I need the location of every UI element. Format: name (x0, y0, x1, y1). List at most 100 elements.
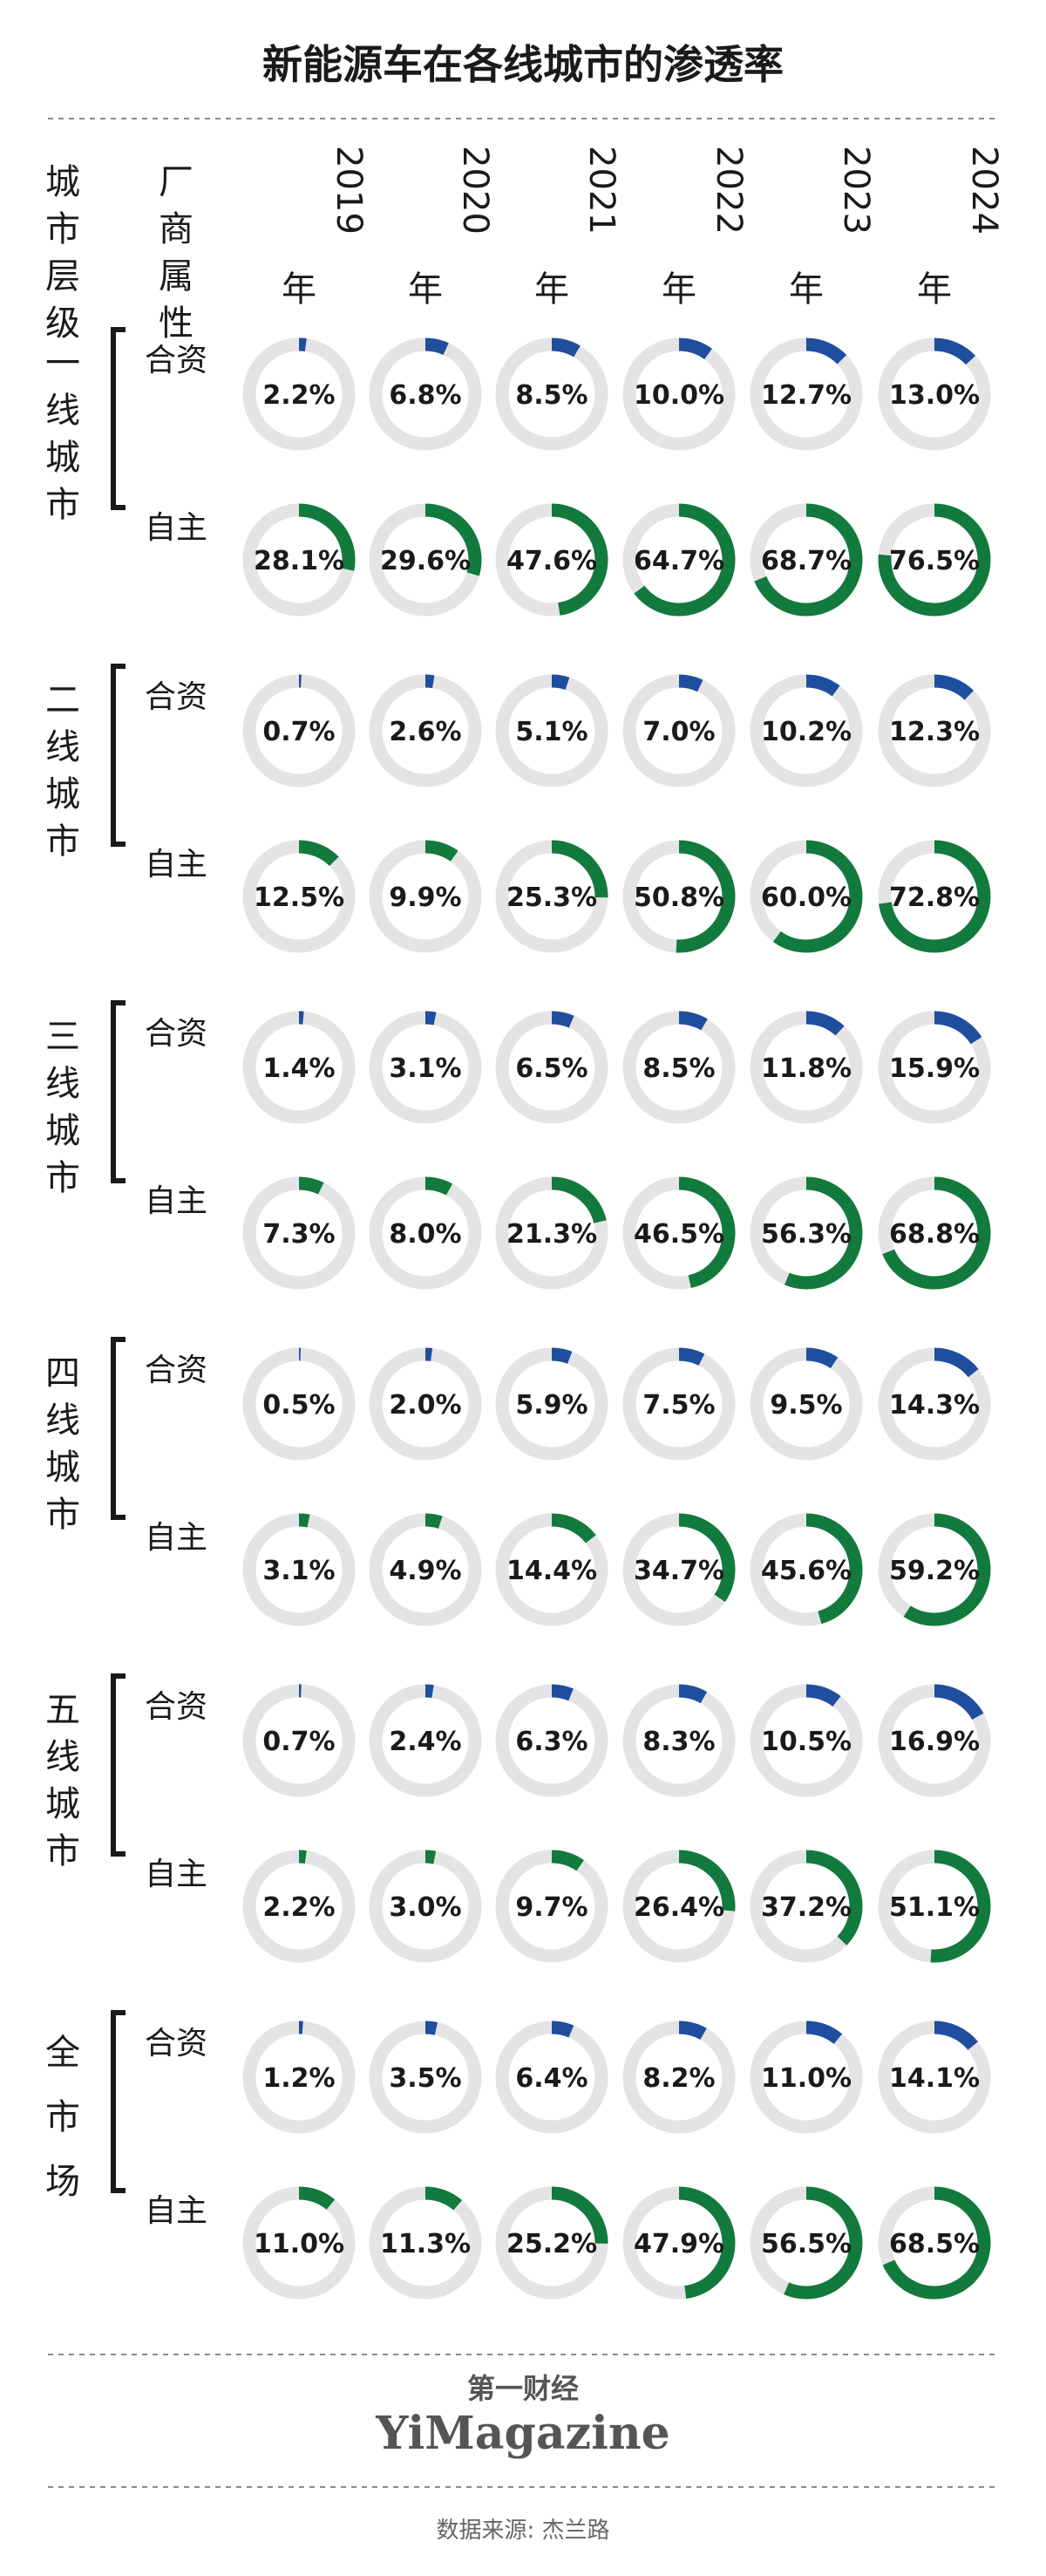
donut-arc (878, 337, 991, 451)
year-header-suffix: 年 (917, 269, 952, 310)
data-label: 14.1% (889, 2063, 980, 2094)
data-label: 10.2% (761, 717, 852, 747)
data-label: 25.2% (506, 2229, 597, 2259)
data-label: 9.5% (770, 1390, 842, 1421)
data-label: 15.9% (889, 1053, 980, 1084)
year-header-suffix: 年 (534, 269, 569, 310)
donut-arc (369, 1513, 482, 1626)
data-label: 50.8% (634, 883, 724, 913)
svg-text:市: 市 (45, 1495, 80, 1535)
data-label: 7.5% (642, 1390, 715, 1421)
donut-arc (369, 337, 482, 451)
svg-text:四: 四 (45, 1353, 80, 1394)
maker-label: 自主 (145, 847, 207, 883)
donut-arc (242, 2186, 356, 2300)
data-label: 51.1% (889, 1892, 980, 1923)
donut-arc (242, 1850, 356, 1963)
maker-label: 合资 (145, 1353, 207, 1388)
donut-arc (495, 674, 608, 787)
donut-arc (878, 1850, 991, 1963)
year-header-suffix: 年 (282, 269, 316, 310)
year-header-2019: 2019 年 (282, 146, 369, 310)
data-label: 8.2% (642, 2063, 715, 2094)
donut-arc (878, 1176, 991, 1290)
data-label: 8.3% (642, 1727, 715, 1757)
data-label: 4.9% (389, 1556, 461, 1586)
data-label: 29.6% (380, 546, 471, 576)
donut-arc (878, 2186, 991, 2300)
data-label: 2.0% (389, 1390, 461, 1421)
data-label: 7.0% (642, 717, 715, 747)
data-label: 64.7% (634, 546, 724, 576)
data-label: 45.6% (761, 1556, 852, 1586)
data-label: 56.5% (761, 2229, 852, 2259)
donut-arc (750, 337, 863, 451)
data-label: 11.3% (380, 2229, 471, 2259)
donut-arc (242, 1011, 356, 1124)
data-label: 12.5% (254, 883, 344, 913)
data-label: 11.0% (761, 2063, 852, 2094)
donut-arc (622, 337, 736, 451)
donut-arc (750, 1850, 863, 1963)
donut-arc (369, 503, 482, 617)
data-label: 47.9% (634, 2229, 724, 2259)
svg-text:市: 市 (45, 2097, 80, 2137)
data-label: 76.5% (889, 546, 980, 576)
svg-text:三: 三 (45, 1017, 80, 1057)
donut-arc (622, 1850, 736, 1963)
data-label: 8.5% (642, 1053, 715, 1084)
data-label: 8.5% (515, 380, 588, 411)
data-label: 26.4% (634, 1892, 724, 1923)
data-label: 2.4% (389, 1727, 461, 1757)
donut-arc (622, 1513, 736, 1626)
svg-text:线: 线 (45, 1400, 80, 1441)
data-label: 3.1% (262, 1556, 335, 1586)
donut-arc (622, 674, 736, 787)
donut-arc (878, 1347, 991, 1461)
maker-label: 自主 (145, 2193, 207, 2229)
data-label: 47.6% (506, 546, 597, 576)
data-label: 2.6% (389, 717, 461, 747)
donut-arc (242, 840, 356, 953)
donut-arc (242, 1347, 356, 1461)
maker-label: 合资 (145, 679, 207, 715)
logo-english: YiMagazine (375, 2407, 669, 2460)
data-label: 7.3% (262, 1219, 335, 1250)
data-label: 28.1% (254, 546, 344, 576)
donut-arc (878, 1684, 991, 1797)
data-label: 3.1% (389, 1053, 461, 1084)
donut-arc (242, 674, 356, 787)
donut-arc (369, 1011, 482, 1124)
donut-arc (622, 840, 736, 953)
data-label: 5.1% (515, 717, 588, 747)
donut-arc (878, 503, 991, 617)
svg-text:市: 市 (45, 485, 80, 525)
year-header-digits: 2021 (581, 146, 621, 235)
donut-arc (750, 2186, 863, 2300)
svg-text:级: 级 (45, 303, 80, 344)
donut-arc (622, 1347, 736, 1461)
donut-arc (369, 674, 482, 787)
tier-bracket-2 (111, 664, 126, 847)
data-label: 46.5% (634, 1219, 724, 1250)
data-label: 1.2% (262, 2063, 335, 2094)
data-label: 6.4% (515, 2063, 588, 2094)
data-label: 37.2% (761, 1892, 852, 1923)
data-label: 6.5% (515, 1053, 588, 1084)
donut-arc (622, 1684, 736, 1797)
svg-text:一: 一 (45, 344, 80, 384)
data-label: 68.7% (761, 546, 852, 576)
data-label: 11.0% (254, 2229, 344, 2259)
svg-text:属: 属 (159, 256, 194, 296)
donut-arc (495, 337, 608, 451)
svg-text:线: 线 (45, 1064, 80, 1104)
data-label: 3.5% (389, 2063, 461, 2094)
year-header-suffix: 年 (408, 269, 443, 310)
svg-text:城: 城 (45, 438, 80, 478)
svg-text:市: 市 (45, 209, 80, 249)
donut-arc (750, 840, 863, 953)
donut-arc (878, 1513, 991, 1626)
